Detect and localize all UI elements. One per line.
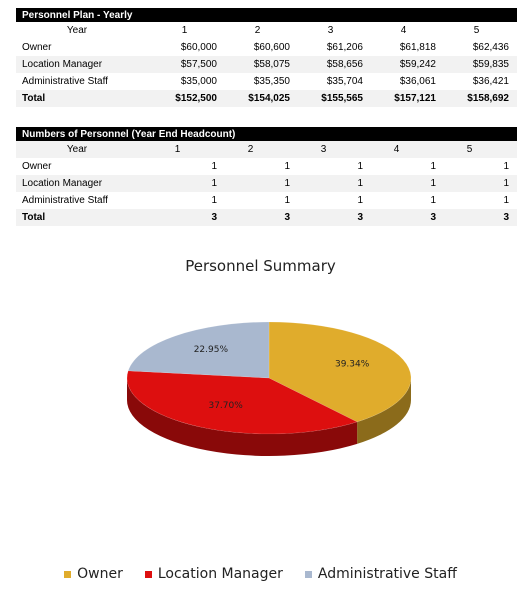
year-cell: 4: [393, 144, 400, 155]
table-cell: 1: [503, 178, 509, 189]
pie-data-label: 37.70%: [208, 401, 243, 411]
table-cell: 1: [357, 161, 363, 172]
table-cell: $58,075: [253, 59, 290, 70]
pie-side-owner: [357, 378, 411, 444]
row-label: Total: [22, 93, 46, 104]
table-cell: $61,206: [326, 42, 363, 53]
table-cell: 1: [430, 178, 436, 189]
table-cell: 1: [430, 161, 436, 172]
pie-slice-owner: [268, 321, 412, 423]
table-cell: $62,436: [472, 42, 509, 53]
table-cell: $35,350: [253, 76, 290, 87]
table-cell: $35,000: [180, 76, 217, 87]
table-cell: $36,421: [472, 76, 509, 87]
legend-item-location-manager: Location Manager: [144, 566, 283, 582]
table-cell: $60,600: [253, 42, 290, 53]
table-cell: 1: [357, 195, 363, 206]
row-label: Location Manager: [22, 59, 103, 70]
table-row: Administrative Staff $35,000 $35,350 $35…: [16, 73, 517, 90]
total-cell: 3: [357, 212, 363, 223]
personnel-plan-title: Personnel Plan - Yearly: [16, 8, 517, 22]
year-header-row: Year 1 2 3 4 5: [16, 141, 517, 158]
table-cell: $61,818: [399, 42, 436, 53]
table-cell: 1: [284, 195, 290, 206]
year-label: Year: [66, 25, 88, 36]
legend-swatch: [64, 570, 72, 578]
legend-label: Location Manager: [157, 566, 283, 582]
total-cell: $155,565: [321, 93, 363, 104]
table-cell: $36,061: [399, 76, 436, 87]
legend-label: Administrative Staff: [317, 566, 457, 582]
legend-item-owner: Owner: [64, 566, 123, 582]
pie-side-location-manager: [127, 378, 358, 456]
year-header-row: Year 1 2 3 4 5: [16, 22, 517, 39]
pie-data-label: 22.95%: [194, 345, 229, 355]
headcount-table: Numbers of Personnel (Year End Headcount…: [16, 127, 517, 226]
chart-legend: Owner Location Manager Administrative St…: [0, 566, 521, 582]
year-cell: 5: [466, 144, 473, 155]
total-cell: $157,121: [394, 93, 436, 104]
year-cell: 3: [327, 25, 334, 36]
table-row: Owner 1 1 1 1 1: [16, 158, 517, 175]
table-cell: $35,704: [326, 76, 363, 87]
row-label: Administrative Staff: [22, 76, 108, 87]
legend-swatch: [304, 570, 312, 578]
table-cell: 1: [503, 195, 509, 206]
table-cell: 1: [211, 161, 217, 172]
total-cell: 3: [211, 212, 217, 223]
table-row: Location Manager $57,500 $58,075 $58,656…: [16, 56, 517, 73]
pie-slice-administrative-staff: [127, 321, 270, 379]
table-cell: $59,835: [472, 59, 509, 70]
table-cell: 1: [430, 195, 436, 206]
table-row: Location Manager 1 1 1 1 1: [16, 175, 517, 192]
total-cell: $152,500: [175, 93, 217, 104]
year-cell: 3: [320, 144, 327, 155]
pie-data-label: 39.34%: [335, 360, 370, 370]
table-cell: 1: [211, 195, 217, 206]
year-cell: 2: [247, 144, 254, 155]
table-cell: $59,242: [399, 59, 436, 70]
total-row: Total $152,500 $154,025 $155,565 $157,12…: [16, 90, 517, 107]
table-cell: 1: [284, 178, 290, 189]
row-label: Owner: [22, 161, 52, 172]
table-cell: 1: [211, 178, 217, 189]
pie-sides: [127, 378, 411, 456]
pie-slices: [126, 321, 412, 435]
legend-swatch: [144, 570, 152, 578]
legend-label: Owner: [77, 566, 123, 582]
pie-slice-location-manager: [126, 370, 358, 435]
year-cell: 1: [181, 25, 188, 36]
total-cell: 3: [503, 212, 509, 223]
table-cell: 1: [284, 161, 290, 172]
total-cell: $154,025: [248, 93, 290, 104]
table-row: Administrative Staff 1 1 1 1 1: [16, 192, 517, 209]
headcount-title: Numbers of Personnel (Year End Headcount…: [16, 127, 517, 141]
year-cell: 2: [254, 25, 261, 36]
total-cell: 3: [430, 212, 436, 223]
year-cell: 1: [174, 144, 181, 155]
total-cell: $158,692: [467, 93, 509, 104]
pie-chart: 39.34% 37.70% 22.95%: [126, 321, 412, 456]
row-label: Owner: [22, 42, 52, 53]
table-cell: $57,500: [180, 59, 217, 70]
year-cell: 4: [400, 25, 407, 36]
row-label: Total: [22, 212, 46, 223]
year-label: Year: [66, 144, 88, 155]
row-label: Location Manager: [22, 178, 103, 189]
total-cell: 3: [284, 212, 290, 223]
row-label: Administrative Staff: [22, 195, 108, 206]
chart-title: Personnel Summary: [185, 257, 336, 275]
table-cell: 1: [503, 161, 509, 172]
table-cell: $58,656: [326, 59, 363, 70]
legend-item-administrative-staff: Administrative Staff: [304, 566, 457, 582]
table-cell: 1: [357, 178, 363, 189]
personnel-plan-table: Personnel Plan - Yearly Year 1 2 3 4 5 O…: [16, 8, 517, 107]
table-row: Owner $60,000 $60,600 $61,206 $61,818 $6…: [16, 39, 517, 56]
total-row: Total 3 3 3 3 3: [16, 209, 517, 226]
pie-data-labels: 39.34% 37.70% 22.95%: [194, 345, 370, 411]
table-cell: $60,000: [180, 42, 217, 53]
year-cell: 5: [473, 25, 480, 36]
